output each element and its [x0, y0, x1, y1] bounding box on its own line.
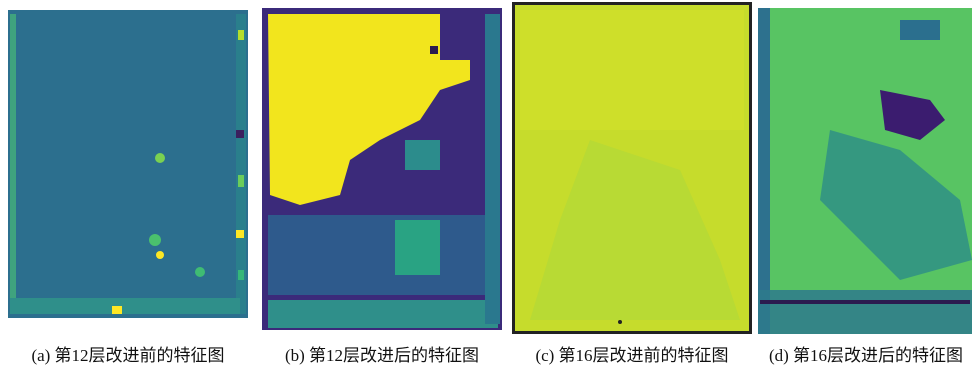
- caption: (a) 第12层改进前的特征图: [31, 346, 224, 365]
- feature-map-a: [8, 10, 248, 318]
- caption: (c) 第16层改进前的特征图: [535, 346, 728, 365]
- caption: (d) 第16层改进后的特征图: [769, 346, 963, 365]
- caption: (b) 第12层改进后的特征图: [285, 346, 479, 365]
- feature-map-b: [262, 8, 502, 330]
- feature-map-d: [758, 8, 972, 334]
- figure: (a) 第12层改进前的特征图 (b) 第12层改进后的特征图 (c) 第16层…: [0, 0, 972, 372]
- feature-map-c: [512, 2, 752, 334]
